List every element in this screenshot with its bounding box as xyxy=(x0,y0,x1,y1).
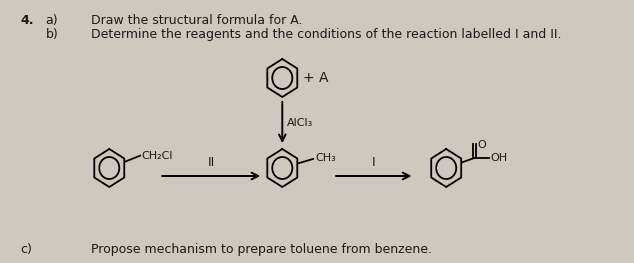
Text: a): a) xyxy=(46,14,58,27)
Text: b): b) xyxy=(46,28,58,41)
Text: Determine the reagents and the conditions of the reaction labelled I and II.: Determine the reagents and the condition… xyxy=(91,28,562,41)
Text: + A: + A xyxy=(303,71,329,85)
Text: Propose mechanism to prepare toluene from benzene.: Propose mechanism to prepare toluene fro… xyxy=(91,243,432,256)
Text: c): c) xyxy=(20,243,32,256)
Text: OH: OH xyxy=(490,153,507,163)
Text: CH₃: CH₃ xyxy=(315,153,335,163)
Text: II: II xyxy=(208,156,215,169)
Text: O: O xyxy=(477,140,486,150)
Text: Draw the structural formula for A.: Draw the structural formula for A. xyxy=(91,14,302,27)
Text: AlCl₃: AlCl₃ xyxy=(287,118,313,128)
Text: 4.: 4. xyxy=(20,14,34,27)
Text: I: I xyxy=(372,156,375,169)
Text: CH₂Cl: CH₂Cl xyxy=(141,151,172,161)
